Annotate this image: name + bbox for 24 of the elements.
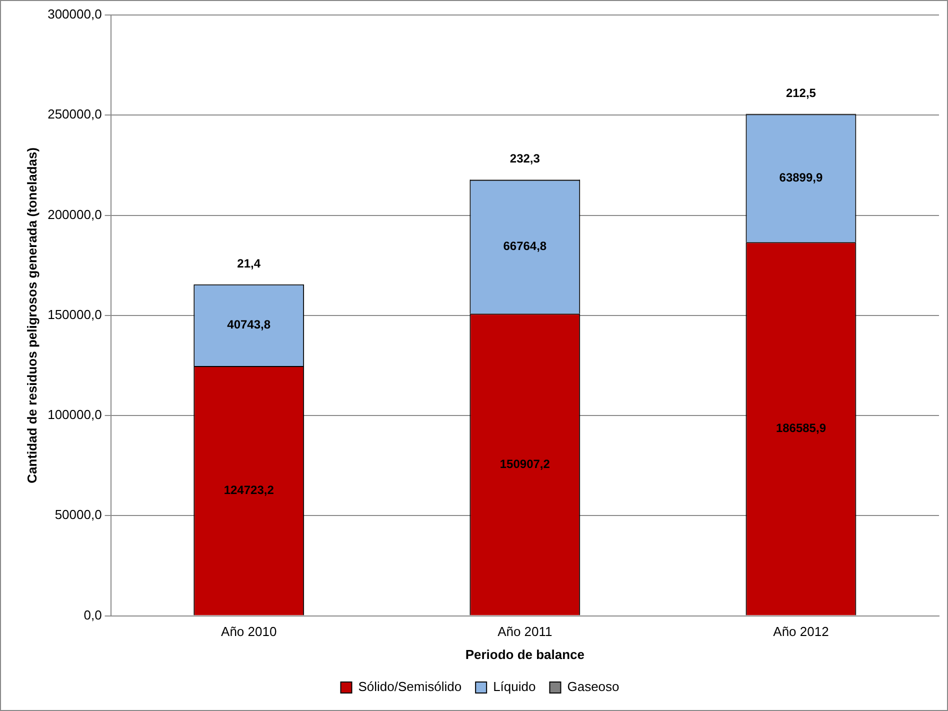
legend-label: Sólido/Semisólido xyxy=(358,679,462,694)
y-tick-label: 100000,0 xyxy=(48,407,102,422)
data-label: 150907,2 xyxy=(500,456,550,471)
x-tick-label: Año 2010 xyxy=(221,624,277,640)
data-label: 63899,9 xyxy=(779,170,823,184)
x-tick-label: Año 2011 xyxy=(498,624,552,640)
data-label: 21,4 xyxy=(237,256,261,271)
y-tick-label: 200000,0 xyxy=(48,206,102,222)
y-tick-label: 250000,0 xyxy=(48,106,102,122)
data-label: 124723,2 xyxy=(224,482,274,497)
legend-label: Gaseoso xyxy=(567,679,620,694)
x-tick-label: Año 2012 xyxy=(773,624,829,640)
data-label: 212,5 xyxy=(786,86,816,100)
legend-label: Líquido xyxy=(493,679,536,694)
y-axis-title: Cantidad de residuos peligrosos generada (toneladas) xyxy=(24,147,40,484)
y-tick-label: 50000,0 xyxy=(54,507,102,522)
x-axis-title: Periodo de balance xyxy=(465,646,585,662)
y-tick-label: 0,0 xyxy=(84,607,102,622)
y-tick-label: 150000,0 xyxy=(48,306,102,322)
data-label: 186585,9 xyxy=(776,421,826,436)
data-label: 40743,8 xyxy=(227,318,271,332)
data-label: 232,3 xyxy=(510,152,540,166)
y-tick-label: 300000,0 xyxy=(48,6,102,22)
data-label: 66764,8 xyxy=(503,239,547,254)
